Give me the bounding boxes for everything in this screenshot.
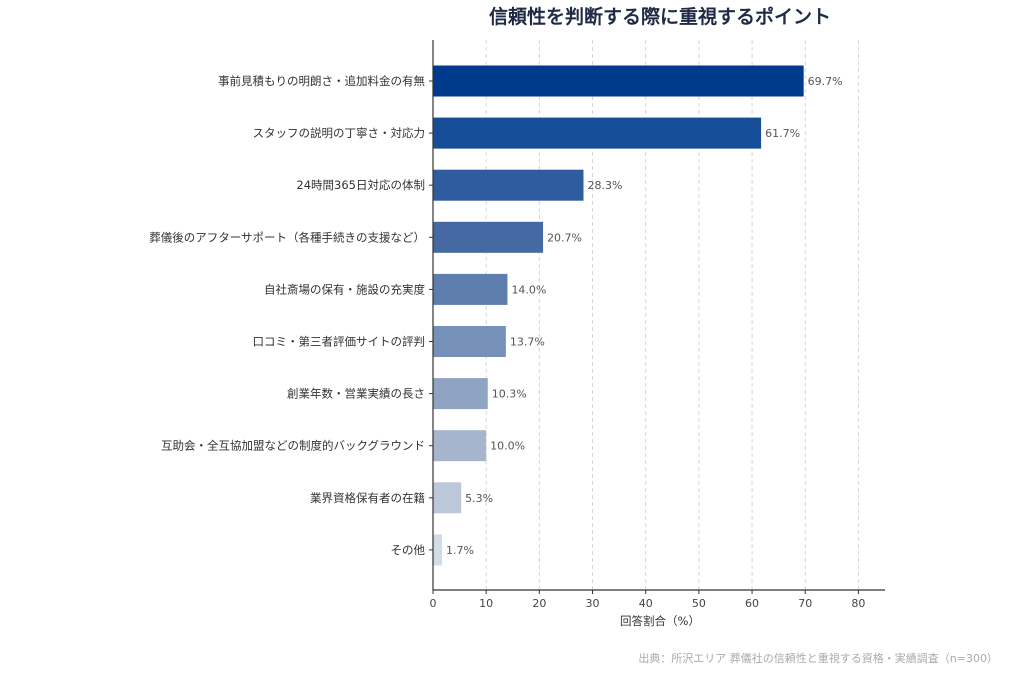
category-label: 創業年数・営業実績の長さ (287, 387, 425, 401)
value-label: 61.7% (765, 127, 800, 140)
value-labels: 69.7% 61.7% 28.3% 20.7% 14.0% 13.7% 10.3% 10.0%… (446, 75, 843, 557)
value-label: 5.3% (465, 492, 493, 505)
category-label: 自社斎場の保有・施設の充実度 (264, 282, 425, 296)
category-label: 口コミ・第三者評価サイトの評判 (253, 335, 426, 349)
bar (433, 534, 443, 566)
category-label: スタッフの説明の丁寧さ・対応力 (253, 126, 426, 140)
category-label: 互助会・全互協加盟などの制度的バックグラウンド (161, 439, 425, 453)
x-tick-label: 30 (586, 597, 600, 610)
bar (433, 117, 762, 149)
category-label: その他 (391, 543, 426, 557)
x-tick-label: 60 (745, 597, 759, 610)
x-tick-label: 70 (798, 597, 812, 610)
value-label: 10.3% (492, 388, 527, 401)
category-label: 葬儀後のアフターサポート（各種手続きの支援など） (149, 230, 425, 244)
category-label: 24時間365日対応の体制 (296, 178, 425, 192)
bar (433, 326, 506, 357)
category-label: 業界資格保有者の在籍 (310, 491, 425, 505)
bar (433, 430, 487, 462)
bars (433, 65, 804, 566)
x-ticks: 0 10 20 30 40 50 60 70 80 (430, 590, 865, 610)
value-label: 69.7% (808, 75, 843, 88)
value-label: 10.0% (490, 440, 525, 453)
bar (433, 482, 462, 514)
value-label: 13.7% (510, 336, 545, 349)
x-tick-label: 10 (479, 597, 493, 610)
category-label: 事前見積もりの明朗さ・追加料金の有無 (218, 74, 425, 88)
value-label: 20.7% (547, 231, 582, 244)
chart-title: 信頼性を判断する際に重視するポイント (489, 5, 831, 28)
bar (433, 378, 488, 410)
x-tick-label: 80 (851, 597, 865, 610)
x-tick-label: 0 (430, 597, 437, 610)
x-axis-title: 回答割合（%） (620, 614, 700, 628)
source-note: 出典：所沢エリア 葬儀社の信頼性と重視する資格・実績調査（n=300） (638, 651, 998, 665)
x-tick-label: 40 (639, 597, 653, 610)
axes (432, 40, 885, 591)
value-label: 28.3% (587, 179, 622, 192)
bar (433, 273, 508, 305)
bar (433, 65, 804, 97)
x-tick-label: 50 (692, 597, 706, 610)
value-label: 14.0% (511, 283, 546, 296)
value-label: 1.7% (446, 544, 474, 557)
bar (433, 169, 584, 201)
bar (433, 221, 544, 253)
x-tick-label: 20 (532, 597, 546, 610)
